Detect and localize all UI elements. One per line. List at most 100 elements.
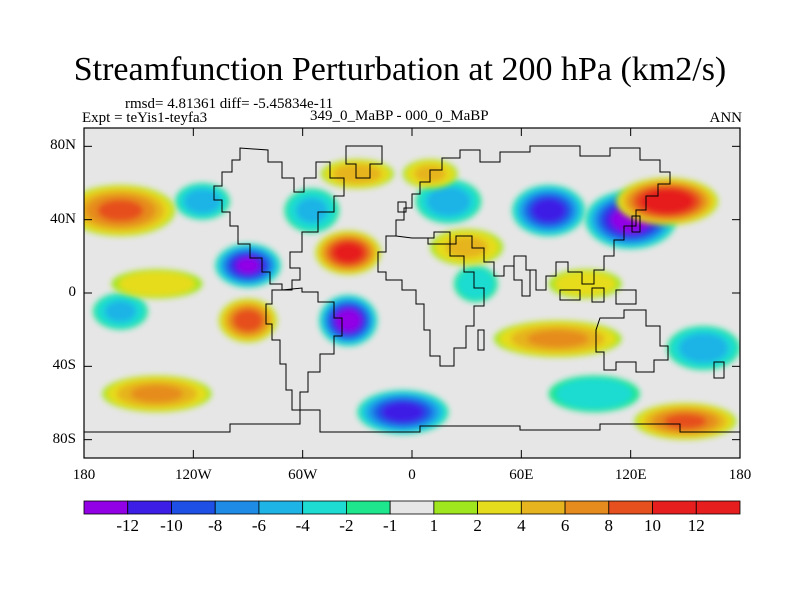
coastline-australia	[595, 309, 669, 373]
y-axis-ticks	[84, 145, 740, 441]
y-tick-label: 40N	[50, 210, 76, 227]
colorbar-label: -2	[339, 516, 354, 535]
contour-band	[295, 197, 328, 224]
colorbar-label: -10	[160, 516, 183, 535]
contour-band	[236, 257, 260, 274]
contour-band	[381, 401, 425, 423]
anomaly-cell	[430, 228, 504, 266]
x-tick-label: 60W	[288, 467, 318, 483]
y-tick-label: 80N	[50, 137, 76, 154]
colorbar-swatch	[695, 500, 741, 515]
contour-band	[332, 163, 382, 184]
anomaly-cell	[634, 403, 737, 440]
x-tick-label: 180	[728, 467, 752, 483]
colorbar-label: 8	[604, 516, 614, 535]
anomaly-cell	[494, 320, 622, 358]
colorbar	[83, 500, 741, 515]
colorbar-label: -12	[116, 516, 140, 535]
coastline-layer	[84, 145, 740, 433]
contour-band	[233, 309, 263, 332]
anomaly-cell	[320, 159, 394, 189]
stats-subtitle: rmsd= 4.81361 diff= -5.45834e-11	[125, 96, 334, 112]
coastline-indonesia	[559, 287, 637, 305]
colorbar-swatch	[83, 500, 129, 515]
contour-band	[335, 309, 361, 332]
contour-band	[527, 330, 589, 348]
contour-band	[678, 333, 729, 363]
colorbar-label: 4	[517, 516, 526, 535]
colorbar-swatch	[214, 500, 260, 515]
x-tick-label: 60E	[509, 467, 534, 483]
anomaly-cell	[102, 375, 212, 413]
colorbar-swatch	[564, 500, 610, 515]
anomaly-cell	[315, 230, 382, 275]
colorbar-swatch	[345, 500, 391, 515]
contour-band	[104, 300, 137, 322]
contour-band	[663, 413, 707, 430]
colorbar-swatch	[477, 500, 522, 515]
contour-band	[649, 193, 685, 210]
coastline-north-america	[213, 147, 345, 291]
anomaly-cell	[175, 183, 230, 220]
x-tick-label: 0	[408, 467, 416, 483]
colorbar-label: -6	[251, 516, 266, 535]
anomaly-cell	[512, 184, 586, 237]
colorbar-label: 2	[473, 516, 482, 535]
colorbar-label: 1	[429, 516, 439, 535]
colorbar-swatch	[302, 500, 347, 515]
colorbar-swatch	[258, 500, 304, 515]
center-subtitle: 349_0_MaBP - 000_0_MaBP	[310, 108, 489, 124]
coastline-eurasia	[395, 145, 671, 291]
coastline-uk	[397, 201, 407, 213]
contour-band	[332, 242, 364, 263]
contour-band	[184, 188, 221, 214]
colorbar-label: 10	[644, 516, 662, 535]
x-axis-ticks	[83, 128, 741, 458]
contour-band	[118, 271, 196, 297]
coastline-greenland	[345, 145, 383, 179]
colorbar-swatch	[127, 500, 172, 515]
anomaly-cell	[218, 298, 278, 343]
y-tick-label: 40S	[52, 357, 76, 374]
contour-band	[445, 236, 488, 258]
colorbar-label: -8	[208, 516, 223, 535]
anomaly-cell	[616, 177, 719, 226]
anomaly-cell	[284, 188, 340, 233]
anomaly-cell	[93, 293, 148, 330]
colorbar-swatch	[652, 500, 697, 515]
coastline-madagascar	[477, 329, 485, 351]
coastline-south-america	[265, 287, 343, 411]
coastline-new-zealand	[713, 361, 725, 379]
anomaly-cell	[667, 326, 740, 370]
colorbar-label: -4	[295, 516, 310, 535]
x-tick-label: 120W	[174, 467, 212, 483]
contour-band	[457, 268, 495, 300]
y-tick-label: 80S	[52, 430, 76, 447]
anomaly-cell	[215, 243, 281, 288]
colorbar-swatch	[520, 500, 566, 515]
season-subtitle: ANN	[709, 110, 743, 126]
colorbar-swatch	[433, 500, 479, 515]
coastline-indian-peninsula	[513, 256, 531, 297]
coastline-antarctica	[84, 409, 740, 433]
anomaly-cell	[548, 375, 640, 413]
anomaly-cell	[453, 265, 498, 303]
chart-title: Streamfunction Perturbation at 200 hPa (…	[73, 51, 727, 88]
contour-band	[426, 186, 471, 217]
colorbar-swatch	[171, 500, 216, 515]
left-subtitle: Expt = teYis1-teyfa3	[82, 110, 208, 126]
contour-band	[130, 385, 184, 403]
colorbar-label: -1	[383, 516, 398, 535]
x-tick-label: 120E	[614, 467, 647, 483]
colorbar-label: 12	[687, 516, 705, 535]
x-tick-label: 180	[72, 467, 96, 483]
colorbar-label: 6	[560, 516, 570, 535]
anomaly-cell	[84, 184, 176, 237]
coastline-japan	[631, 215, 641, 233]
contour-band	[555, 378, 633, 410]
y-tick-label: 0	[68, 284, 77, 300]
colorbar-swatch	[389, 500, 435, 515]
colorbar-swatch	[608, 500, 653, 515]
anomaly-cell	[111, 269, 203, 299]
